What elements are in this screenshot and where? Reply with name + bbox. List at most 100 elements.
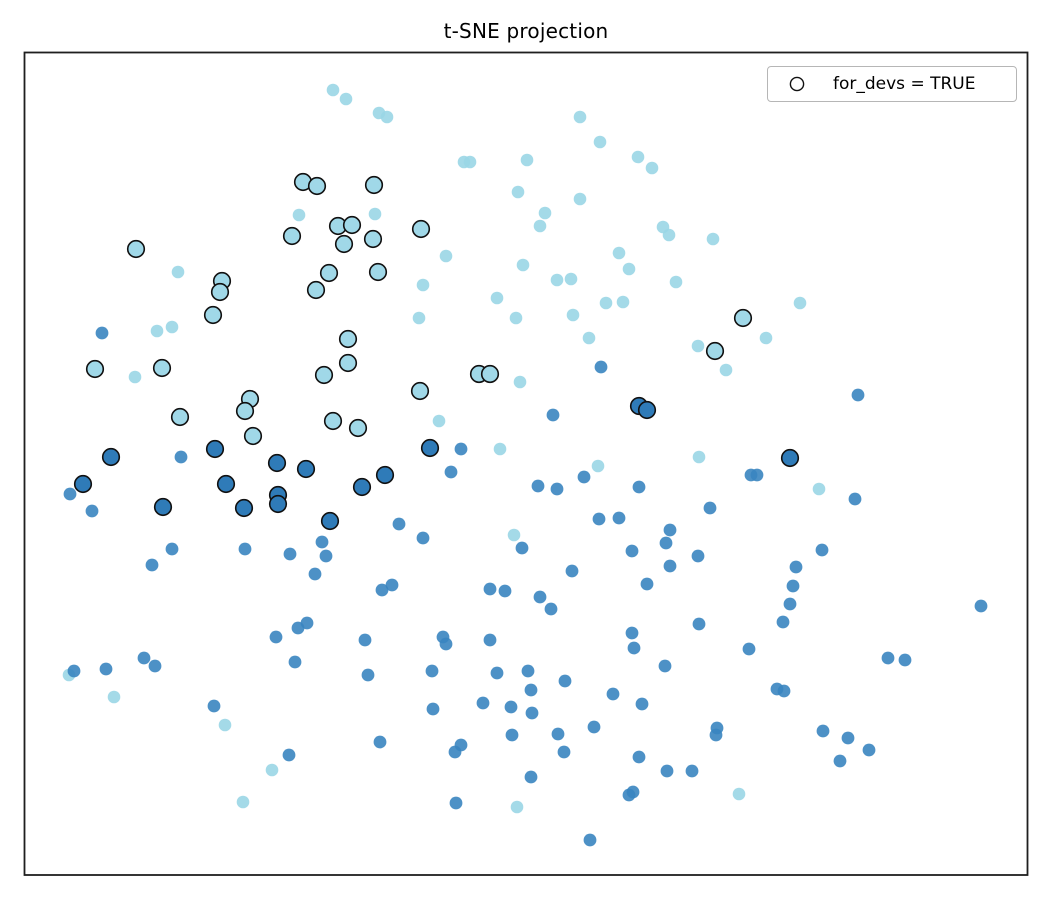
scatter-point	[339, 92, 353, 106]
scatter-point	[504, 700, 518, 714]
scatter-point	[171, 265, 185, 279]
scatter-point	[565, 564, 579, 578]
scatter-point	[622, 262, 636, 276]
scatter-point	[812, 482, 826, 496]
scatter-point	[319, 263, 339, 283]
scatter-point	[306, 280, 326, 300]
scatter-point	[348, 418, 368, 438]
scatter-point	[742, 642, 756, 656]
scatter-point	[338, 353, 358, 373]
scatter-point	[637, 400, 657, 420]
scatter-point	[483, 582, 497, 596]
scatter-point	[898, 653, 912, 667]
scatter-point	[692, 450, 706, 464]
scatter-point	[137, 651, 151, 665]
scatter-point	[632, 480, 646, 494]
legend-label: for_devs = TRUE	[833, 74, 976, 94]
scatter-point	[449, 796, 463, 810]
scatter-point	[334, 234, 354, 254]
scatter-point	[780, 448, 800, 468]
scatter-point	[308, 567, 322, 581]
scatter-point	[640, 577, 654, 591]
scatter-point	[416, 531, 430, 545]
scatter-point	[165, 542, 179, 556]
scatter-point	[498, 584, 512, 598]
scatter-point	[439, 637, 453, 651]
scatter-point	[566, 308, 580, 322]
scatter-point	[691, 549, 705, 563]
scatter-point	[243, 426, 263, 446]
scatter-point	[361, 668, 375, 682]
scatter-point	[662, 228, 676, 242]
scatter-point	[645, 161, 659, 175]
scatter-point	[85, 504, 99, 518]
scatter-point	[625, 626, 639, 640]
scatter-point	[816, 724, 830, 738]
scatter-point	[444, 465, 458, 479]
scatter-point	[320, 511, 340, 531]
scatter-point	[380, 110, 394, 124]
scatter-point	[659, 536, 673, 550]
scatter-point	[591, 459, 605, 473]
scatter-point	[505, 728, 519, 742]
scatter-point	[152, 358, 172, 378]
scatter-point	[635, 697, 649, 711]
scatter-point	[210, 282, 230, 302]
scatter-point	[416, 278, 430, 292]
scatter-point	[235, 401, 255, 421]
scatter-point	[507, 528, 521, 542]
scatter-point	[631, 150, 645, 164]
scatter-point	[439, 249, 453, 263]
scatter-point	[533, 219, 547, 233]
scatter-point	[733, 308, 753, 328]
scatter-point	[490, 291, 504, 305]
scatter-point	[420, 438, 440, 458]
scatter-point	[342, 215, 362, 235]
scatter-point	[531, 479, 545, 493]
scatter-point	[368, 207, 382, 221]
scatter-point	[510, 800, 524, 814]
scatter-point	[385, 578, 399, 592]
series-dark-for-devs-true	[73, 396, 800, 531]
scatter-point	[375, 465, 395, 485]
scatter-point	[283, 547, 297, 561]
scatter-point	[612, 511, 626, 525]
scatter-point	[719, 363, 733, 377]
scatter-point	[95, 326, 109, 340]
scatter-point	[606, 687, 620, 701]
scatter-point	[583, 833, 597, 847]
scatter-point	[538, 206, 552, 220]
scatter-point	[663, 559, 677, 573]
scatter-point	[207, 699, 221, 713]
scatter-point	[789, 560, 803, 574]
scatter-point	[67, 664, 81, 678]
scatter-point	[692, 617, 706, 631]
scatter-point	[326, 83, 340, 97]
scatter-point	[632, 750, 646, 764]
scatter-point	[750, 468, 764, 482]
scatter-point	[599, 296, 613, 310]
scatter-point	[776, 615, 790, 629]
scatter-point	[425, 664, 439, 678]
chart-title: t-SNE projection	[443, 19, 609, 43]
scatter-point	[524, 770, 538, 784]
scatter-point	[558, 674, 572, 688]
scatter-point	[616, 295, 630, 309]
scatter-point	[153, 497, 173, 517]
scatter-point	[432, 414, 446, 428]
scatter-point	[660, 764, 674, 778]
scatter-point	[793, 296, 807, 310]
scatter-point	[236, 795, 250, 809]
scatter-point	[145, 558, 159, 572]
scatter-point	[612, 246, 626, 260]
scatter-point	[841, 731, 855, 745]
scatter-point	[515, 541, 529, 555]
scatter-point	[777, 684, 791, 698]
scatter-point	[85, 359, 105, 379]
scatter-point	[99, 662, 113, 676]
scatter-point	[490, 666, 504, 680]
scatter-point	[511, 185, 525, 199]
scatter-point	[550, 273, 564, 287]
scatter-point	[315, 535, 329, 549]
